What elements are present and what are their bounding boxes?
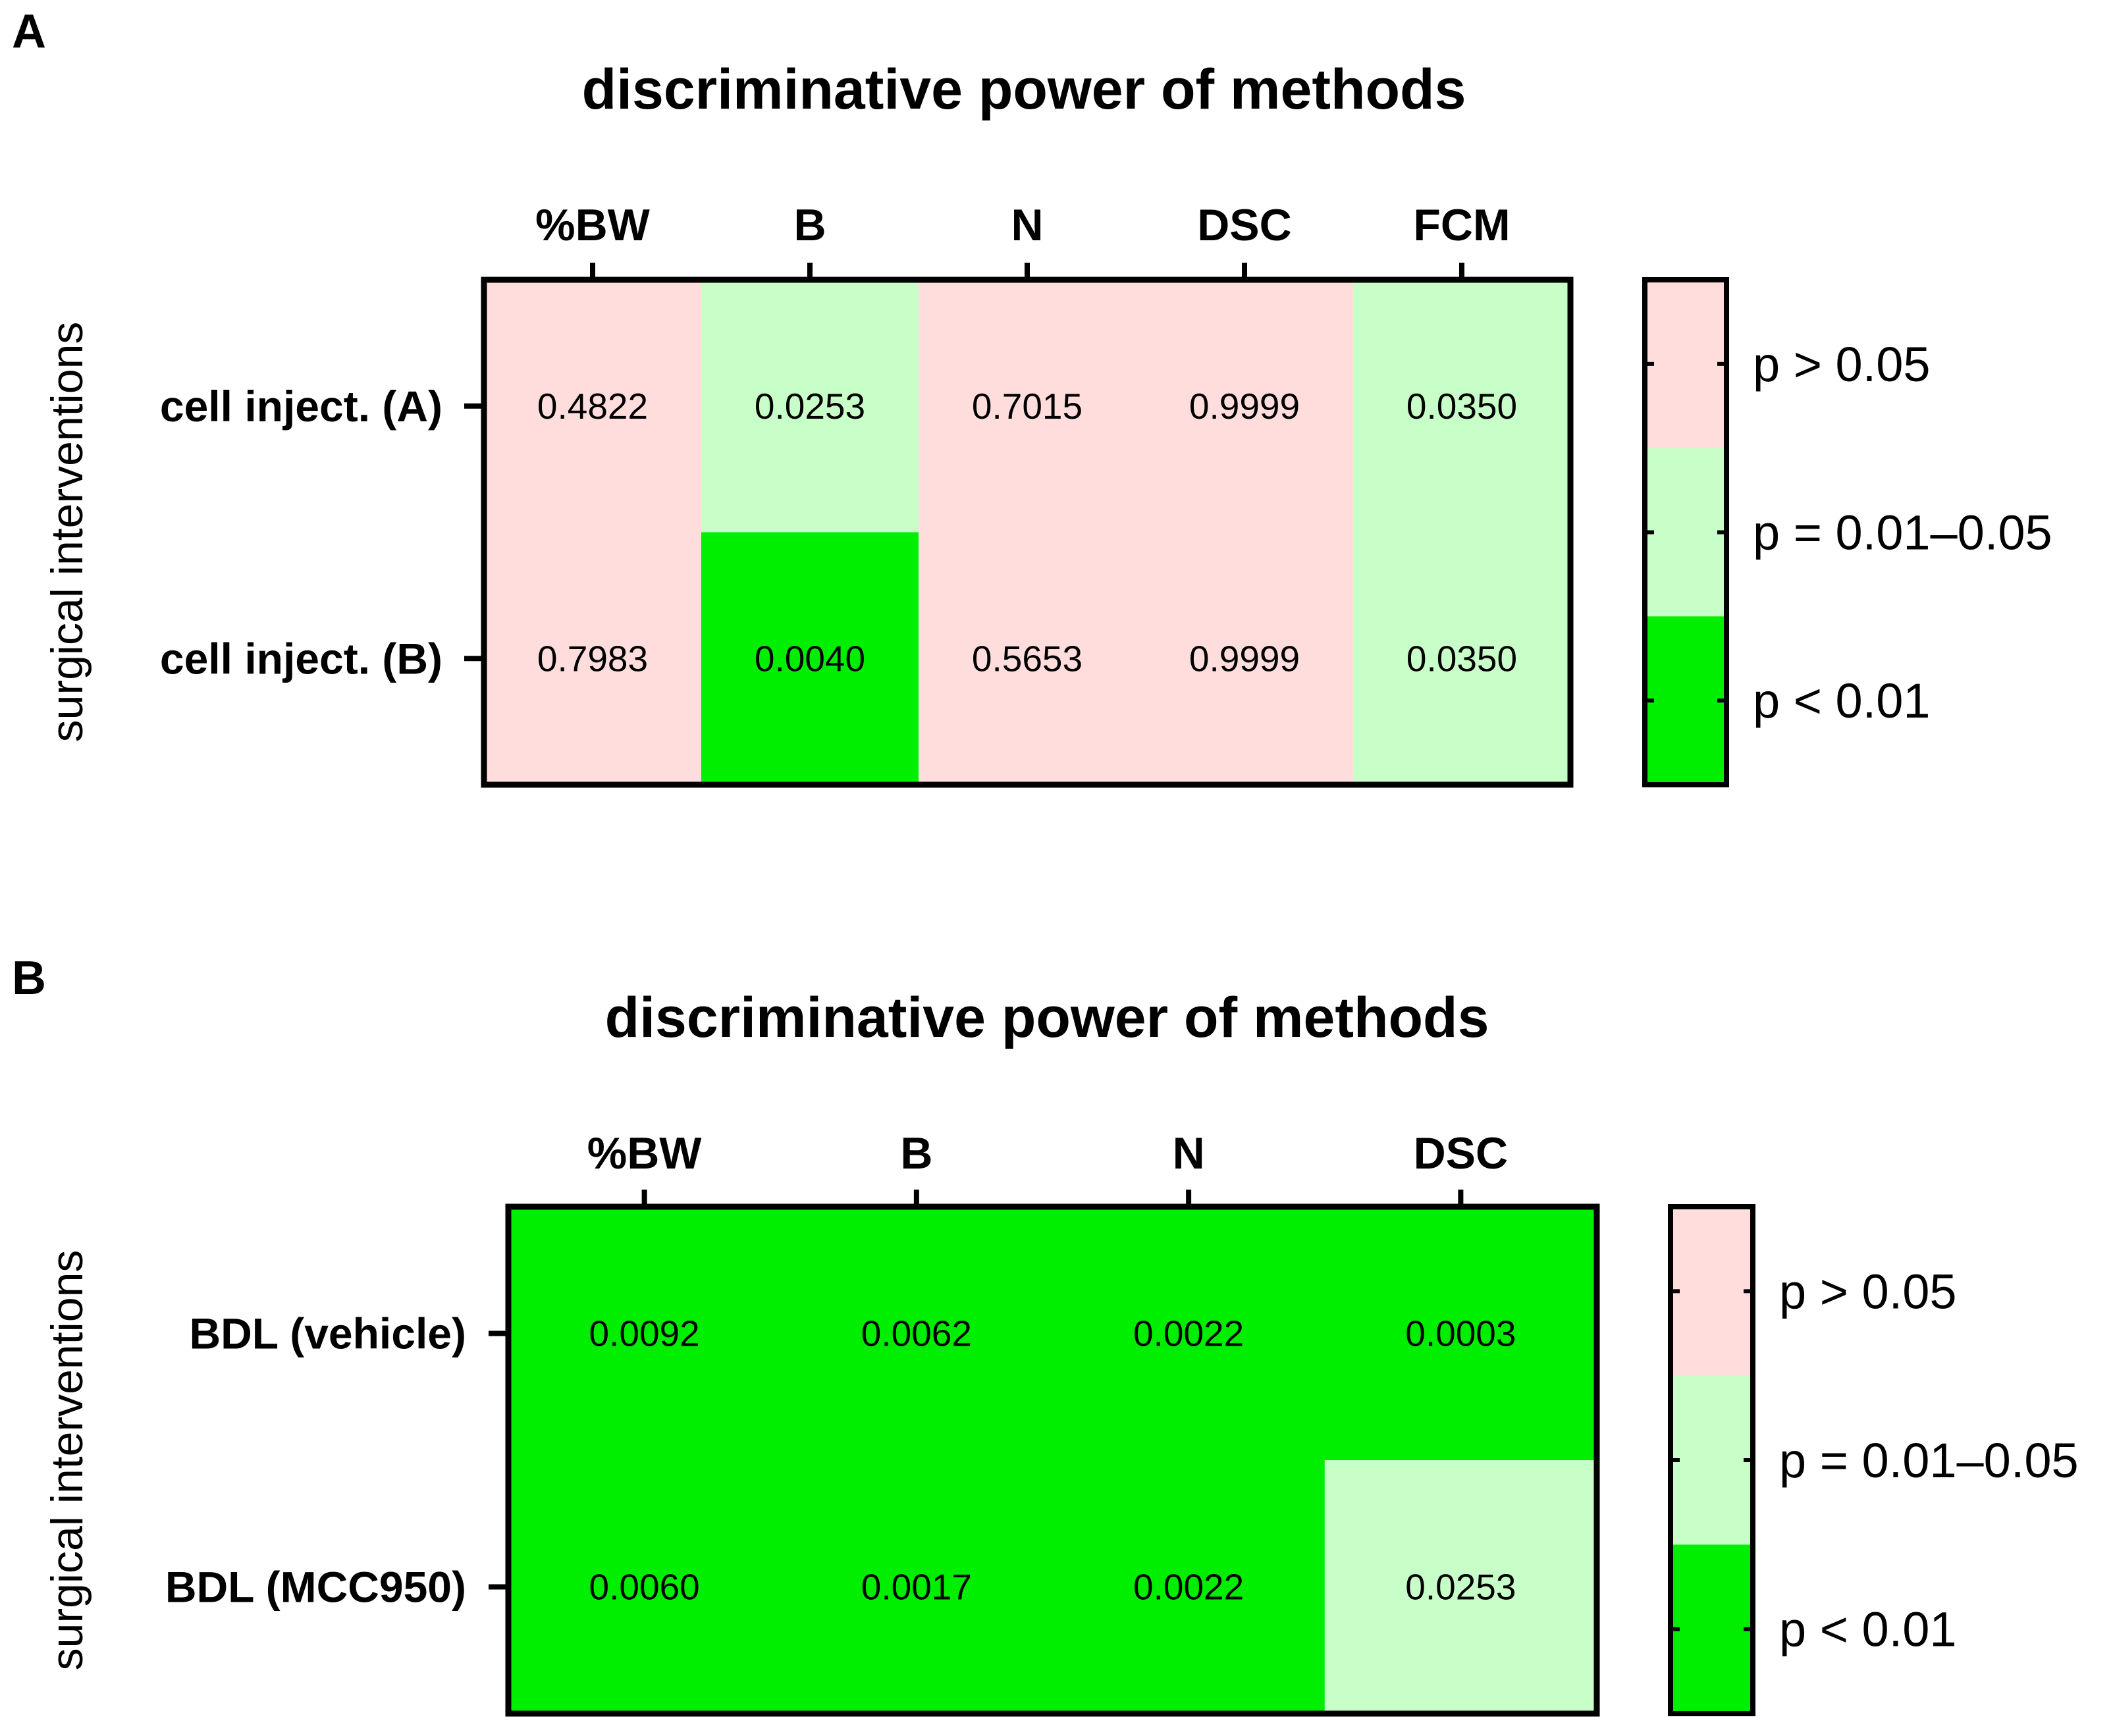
cell-value: 0.0060 <box>589 1567 700 1608</box>
legend-swatch <box>1645 280 1726 449</box>
heatmap-cell <box>1136 280 1354 533</box>
legend-swatch <box>1645 448 1726 617</box>
heatmap-cell <box>701 280 919 533</box>
heatmap-cell <box>1324 1460 1597 1714</box>
legend-label: p = 0.01–0.05 <box>1753 506 2052 560</box>
legend-label: p > 0.05 <box>1753 337 1931 392</box>
column-label: N <box>1011 200 1043 250</box>
cell-value: 0.0092 <box>589 1313 700 1354</box>
heatmap-cell <box>508 1460 781 1714</box>
y-axis-label: surgical interventions <box>42 322 92 743</box>
row-label: BDL (vehicle) <box>189 1309 466 1358</box>
heatmap-cell <box>1324 1207 1597 1461</box>
cell-value: 0.0253 <box>1405 1567 1516 1608</box>
legend-label: p = 0.01–0.05 <box>1779 1433 2079 1488</box>
cell-value: 0.7015 <box>972 386 1083 427</box>
cell-value: 0.0022 <box>1133 1567 1244 1608</box>
cell-value: 0.0003 <box>1405 1313 1516 1354</box>
heatmap-cell <box>919 280 1137 533</box>
legend-label: p > 0.05 <box>1779 1264 1957 1319</box>
legend-swatch <box>1645 616 1726 785</box>
cell-value: 0.0022 <box>1133 1313 1244 1354</box>
y-axis-label: surgical interventions <box>42 1250 92 1671</box>
legend-swatch <box>1671 1207 1753 1377</box>
chart-title: discriminative power of methods <box>582 58 1466 121</box>
cell-value: 0.0040 <box>755 638 865 679</box>
row-label: BDL (MCC950) <box>165 1563 466 1612</box>
cell-value: 0.5653 <box>972 638 1083 679</box>
heatmap-cell <box>1052 1207 1325 1461</box>
heatmap-cell <box>701 532 919 785</box>
heatmap-cell <box>780 1460 1053 1714</box>
heatmap-cell <box>1353 532 1571 785</box>
panel-letter: A <box>12 5 46 58</box>
row-label: cell inject. (B) <box>160 634 442 683</box>
legend-label: p < 0.01 <box>1753 673 1931 728</box>
column-label: B <box>793 200 826 250</box>
cell-value: 0.7983 <box>537 638 648 679</box>
chart-title: discriminative power of methods <box>605 986 1489 1049</box>
legend-swatch <box>1671 1375 1753 1545</box>
heatmap-cell <box>508 1207 781 1461</box>
column-label: N <box>1173 1128 1205 1178</box>
column-label: %BW <box>587 1128 703 1178</box>
heatmap-cell <box>484 280 702 533</box>
heatmap-cell <box>919 532 1137 785</box>
cell-value: 0.0253 <box>755 386 865 427</box>
column-label: DSC <box>1197 200 1292 250</box>
legend-label: p < 0.01 <box>1779 1602 1957 1657</box>
heatmap-frame <box>505 1203 1600 1717</box>
row-label: cell inject. (A) <box>160 382 442 431</box>
cell-value: 0.4822 <box>537 386 648 427</box>
cell-value: 0.9999 <box>1189 386 1300 427</box>
column-label: FCM <box>1413 200 1510 250</box>
cell-value: 0.0017 <box>861 1567 972 1608</box>
cell-value: 0.0350 <box>1406 386 1517 427</box>
cell-value: 0.9999 <box>1189 638 1300 679</box>
column-label: DSC <box>1414 1128 1509 1178</box>
cell-value: 0.0350 <box>1406 638 1517 679</box>
column-label: %BW <box>535 200 651 250</box>
heatmap-cell <box>1136 532 1354 785</box>
panel-letter: B <box>12 952 46 1005</box>
heatmap-cell <box>484 532 702 785</box>
cell-value: 0.0062 <box>861 1313 972 1354</box>
heatmap-cell <box>1353 280 1571 533</box>
heatmap-cell <box>780 1207 1053 1461</box>
heatmap-cell <box>1052 1460 1325 1714</box>
legend-swatch <box>1671 1544 1753 1714</box>
column-label: B <box>900 1128 932 1178</box>
